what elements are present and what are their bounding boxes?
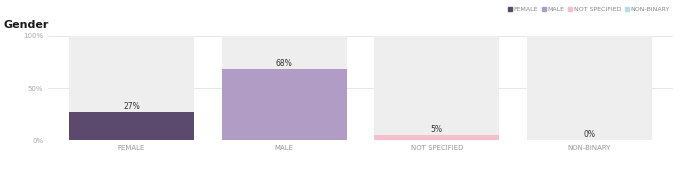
Bar <box>374 36 499 140</box>
Text: 68%: 68% <box>275 59 292 68</box>
Text: 27%: 27% <box>123 102 140 111</box>
Text: Gender: Gender <box>4 20 49 30</box>
Text: 5%: 5% <box>430 125 443 134</box>
Bar <box>222 69 347 140</box>
Bar <box>374 135 499 140</box>
Text: 0%: 0% <box>583 130 595 139</box>
Bar <box>69 112 194 140</box>
Legend: FEMALE, MALE, NOT SPECIFIED, NON-BINARY: FEMALE, MALE, NOT SPECIFIED, NON-BINARY <box>508 7 670 12</box>
Bar <box>222 36 347 140</box>
Bar <box>69 36 194 140</box>
Bar <box>527 36 652 140</box>
